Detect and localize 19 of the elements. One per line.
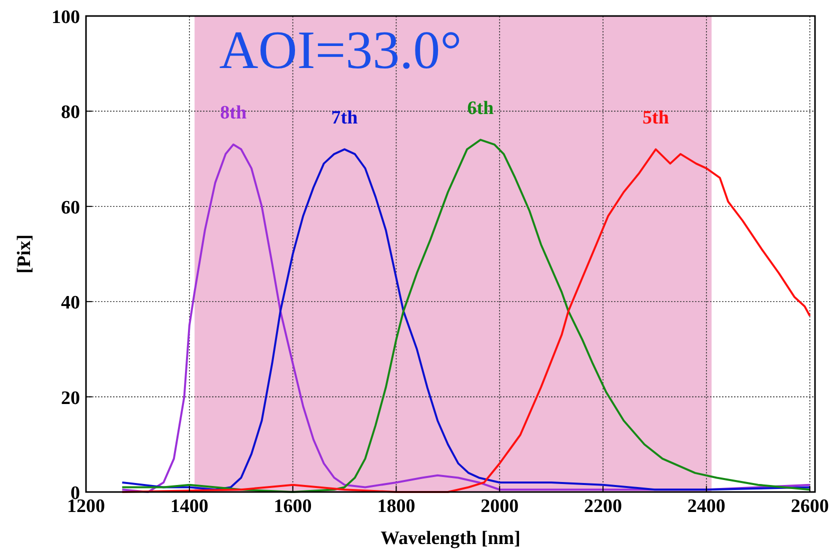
y-axis-title: [Pix] bbox=[14, 234, 35, 274]
x-tick-label: 1600 bbox=[274, 496, 312, 517]
series-label: 8th bbox=[220, 102, 247, 124]
x-tick-label: 2600 bbox=[790, 496, 829, 517]
y-tick-label: 40 bbox=[61, 292, 80, 314]
x-tick-label: 1400 bbox=[170, 496, 208, 517]
y-tick-label: 60 bbox=[61, 197, 80, 218]
x-axis-title: Wavelength [nm] bbox=[380, 528, 520, 549]
x-tick-label: 2000 bbox=[480, 496, 519, 517]
y-tick-label: 80 bbox=[61, 102, 80, 124]
y-tick-label: 20 bbox=[61, 388, 80, 409]
series-label: 5th bbox=[642, 107, 670, 128]
y-tick-label: 100 bbox=[52, 7, 80, 28]
series-label: 6th bbox=[467, 98, 494, 119]
x-tick-label: 2400 bbox=[687, 496, 726, 517]
series-label: 7th bbox=[331, 107, 358, 128]
x-tick-label: 2200 bbox=[584, 496, 622, 517]
x-tick-label: 1800 bbox=[377, 496, 416, 517]
chart-title: AOI=33.0° bbox=[219, 20, 462, 80]
